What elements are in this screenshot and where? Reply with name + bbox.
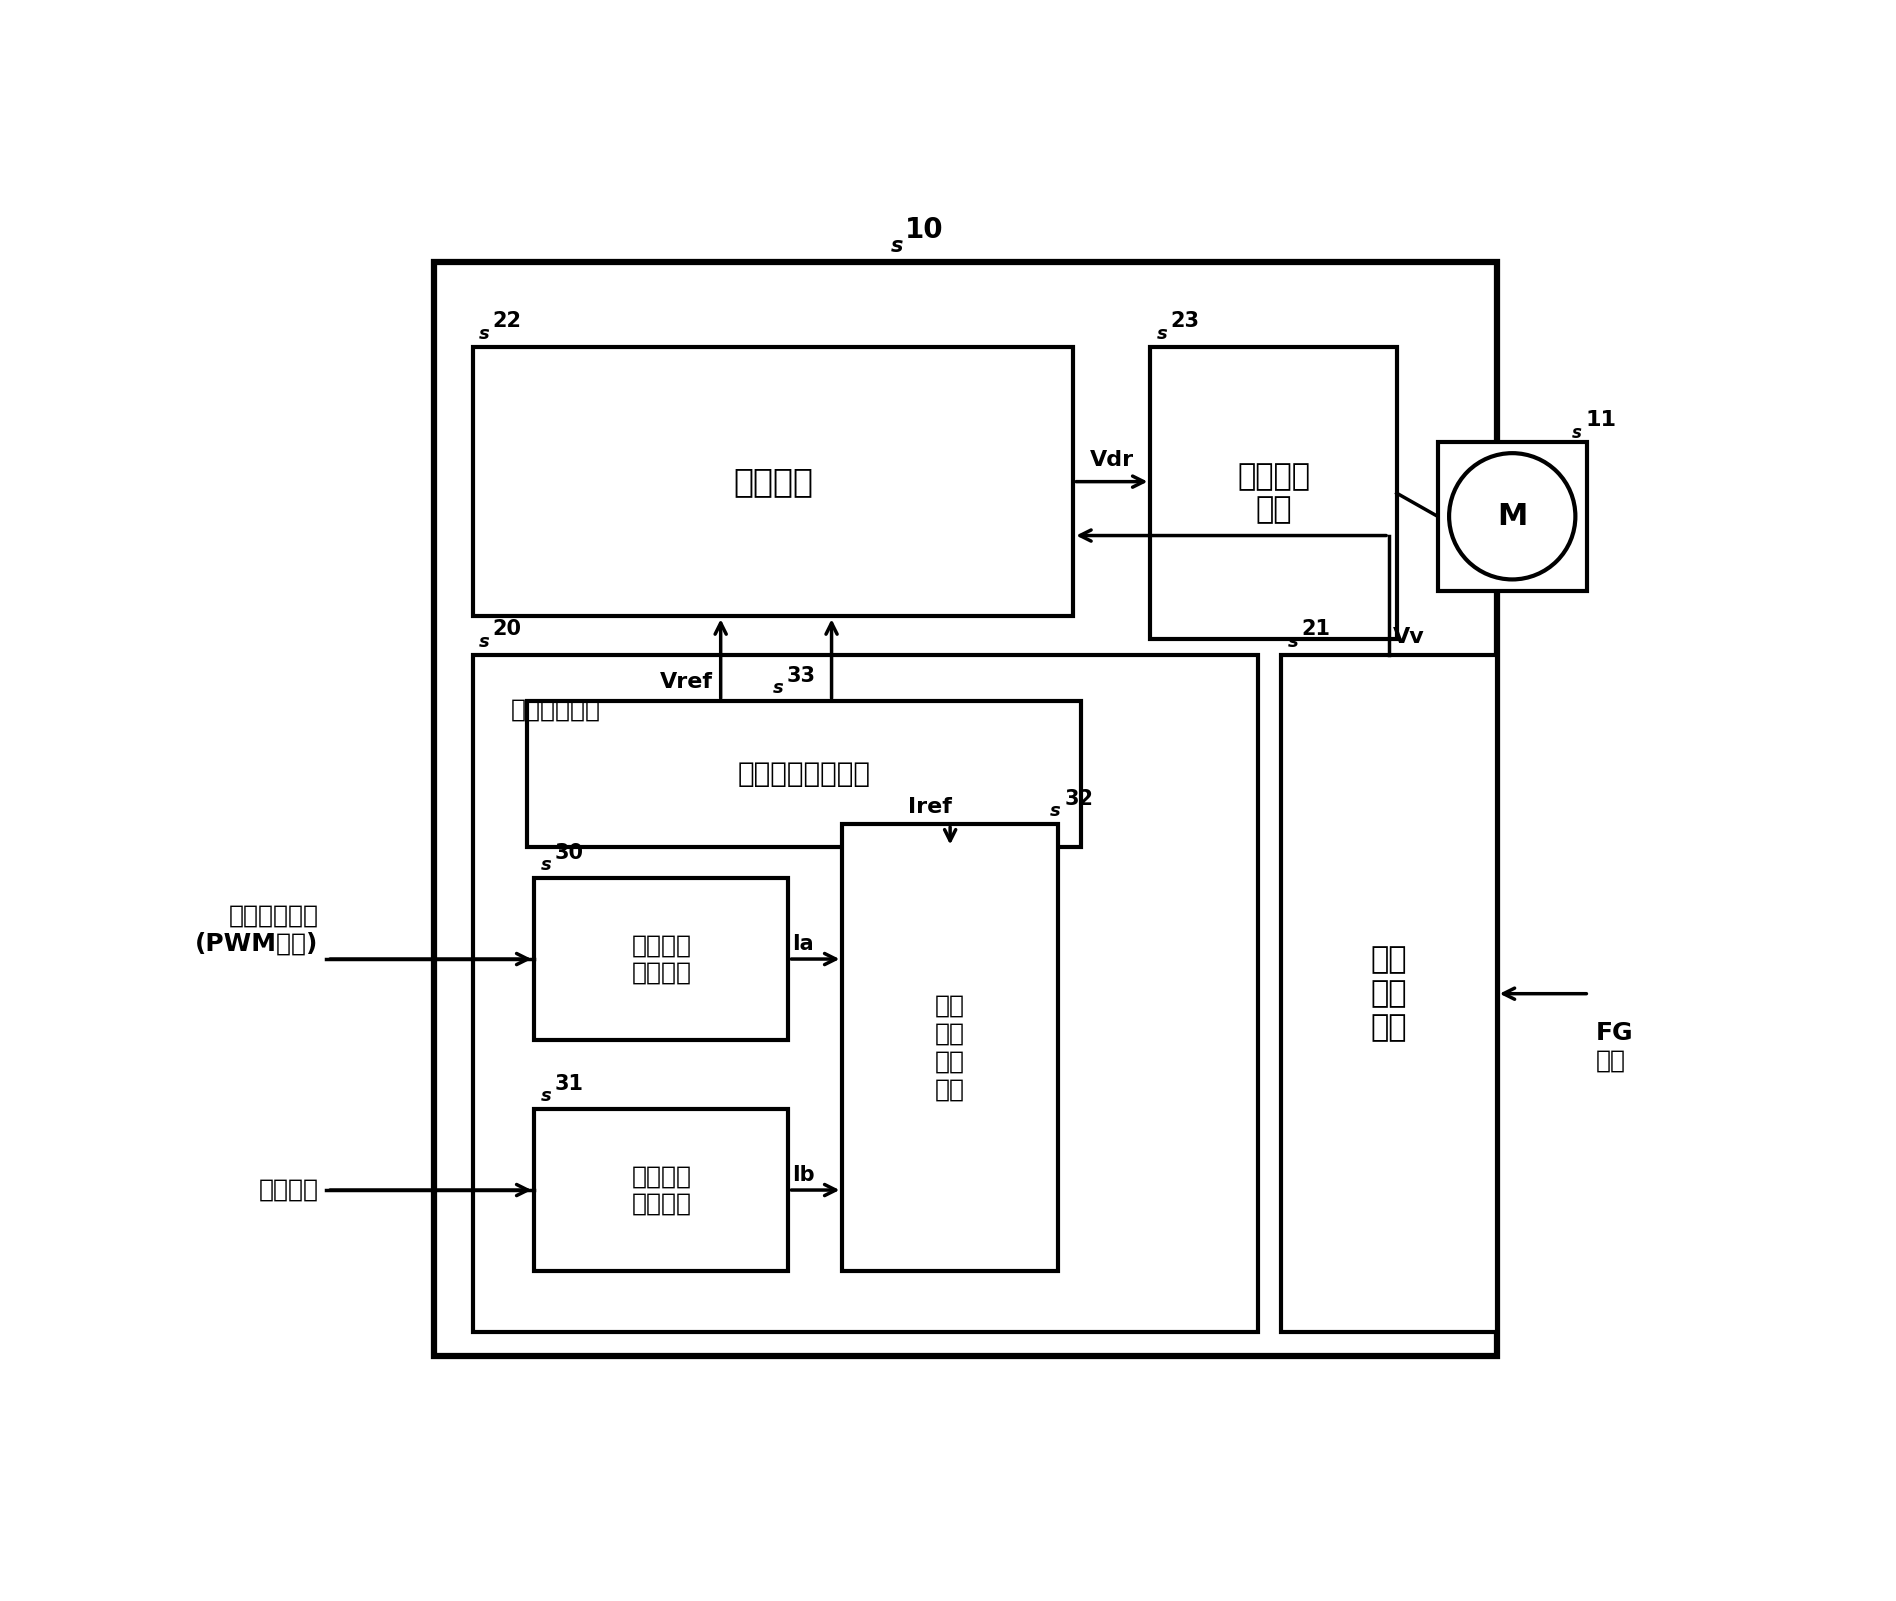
Text: 33: 33 (787, 666, 815, 685)
Text: s: s (540, 1087, 552, 1105)
Text: 马达驱动
电路: 马达驱动 电路 (1236, 463, 1310, 525)
Text: 30: 30 (554, 842, 584, 863)
Text: 22: 22 (493, 312, 521, 331)
Text: 基准电压输出电路: 基准电压输出电路 (738, 760, 870, 788)
Text: s: s (1157, 325, 1168, 343)
Bar (1282, 655, 1496, 1332)
Text: s: s (480, 632, 489, 652)
Text: Ia: Ia (793, 933, 813, 954)
Text: s: s (1050, 802, 1062, 820)
Bar (535, 1109, 789, 1271)
Text: 20: 20 (493, 620, 521, 639)
Bar (535, 879, 789, 1041)
Text: 11: 11 (1585, 410, 1617, 431)
Text: M: M (1498, 501, 1528, 532)
Text: 基准
电流
生成
电路: 基准 电流 生成 电路 (935, 994, 965, 1101)
Text: Ib: Ib (793, 1164, 815, 1185)
Text: 控制电流
生成电路: 控制电流 生成电路 (631, 933, 692, 985)
Text: Vv: Vv (1394, 628, 1424, 647)
Text: Vref: Vref (660, 672, 713, 692)
Text: s: s (1287, 632, 1299, 652)
Text: 速度控制信号
(PWM信号): 速度控制信号 (PWM信号) (195, 905, 319, 956)
Text: s: s (774, 679, 783, 698)
Text: s: s (891, 235, 904, 256)
Text: 速度
电压
电路: 速度 电压 电路 (1371, 946, 1407, 1042)
Bar (1437, 442, 1587, 591)
Text: 23: 23 (1170, 312, 1200, 331)
Bar (1151, 347, 1397, 639)
Text: s: s (1572, 424, 1581, 442)
Bar (527, 701, 1081, 847)
Bar (472, 347, 1073, 616)
Text: 10: 10 (904, 216, 944, 245)
Bar (434, 263, 1496, 1356)
Text: 21: 21 (1301, 620, 1331, 639)
Text: Vdr: Vdr (1090, 450, 1134, 471)
Text: 比较电路: 比较电路 (734, 466, 813, 498)
Text: 温度信号: 温度信号 (258, 1178, 319, 1202)
Text: s: s (480, 325, 489, 343)
Text: Iref: Iref (908, 797, 952, 817)
Text: s: s (540, 857, 552, 874)
Text: 32: 32 (1064, 789, 1094, 809)
Text: 基准电压电路: 基准电压电路 (512, 698, 601, 720)
Text: 温度电流
生成电路: 温度电流 生成电路 (631, 1164, 692, 1215)
Bar (472, 655, 1259, 1332)
Text: 31: 31 (554, 1074, 584, 1093)
Bar (842, 825, 1058, 1271)
Text: FG
信号: FG 信号 (1595, 1021, 1632, 1073)
